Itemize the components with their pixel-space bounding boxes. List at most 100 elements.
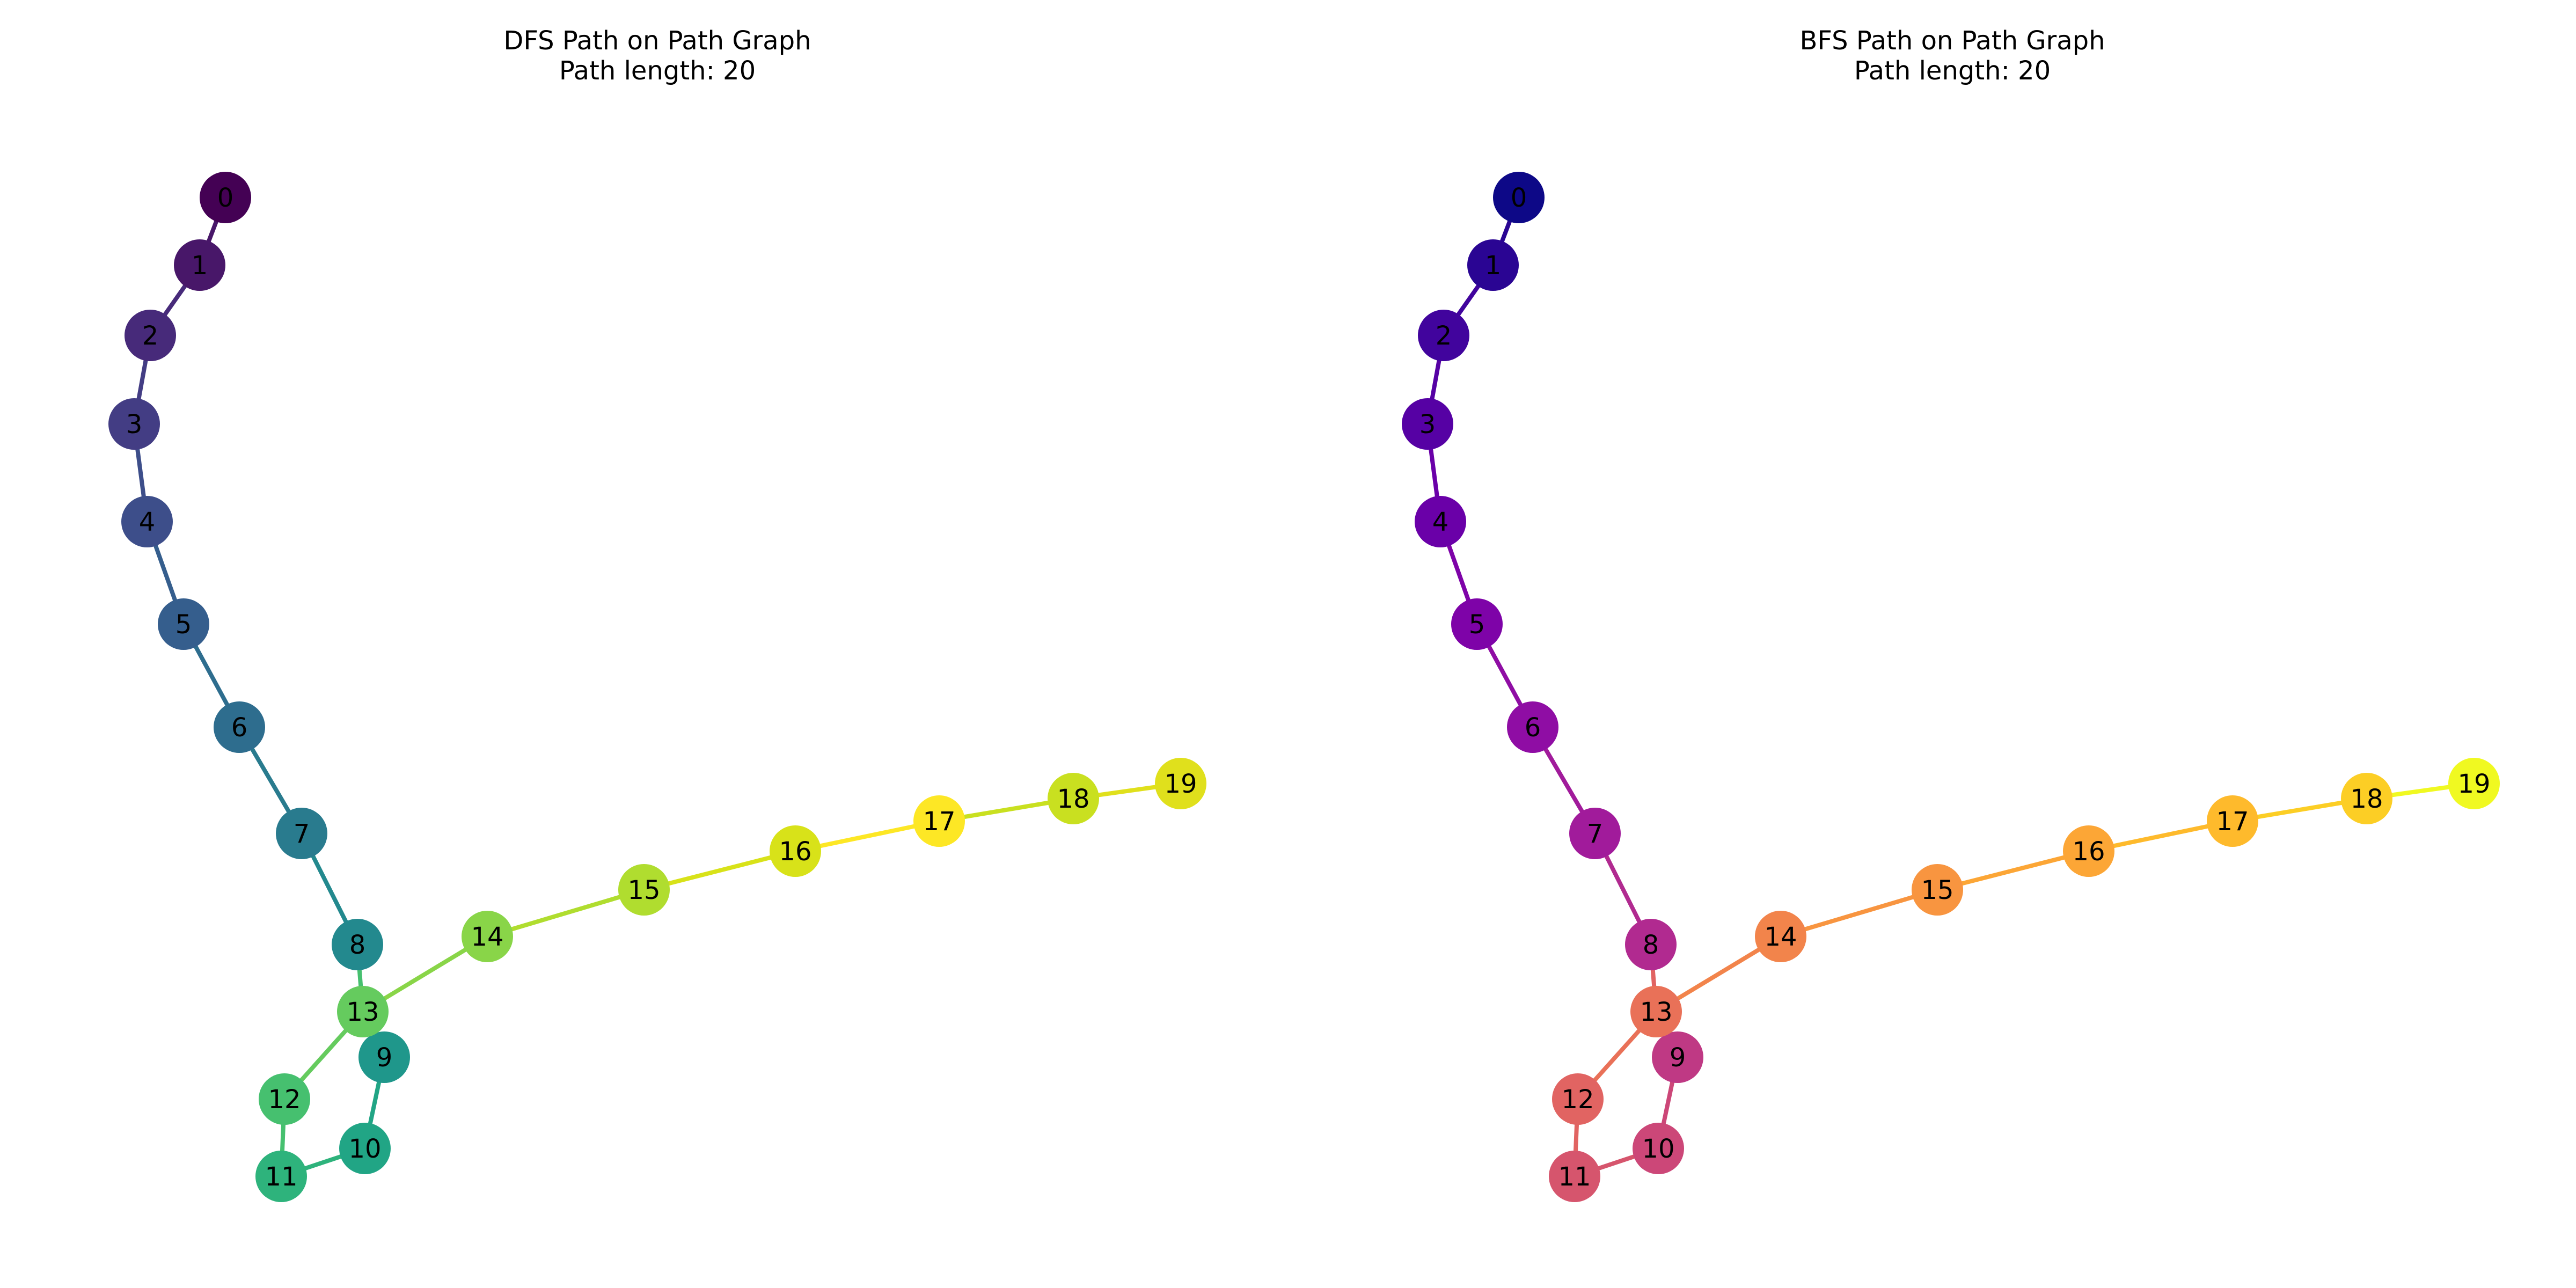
- bfs-node-circle: [2063, 825, 2114, 877]
- bfs-node-label: 17: [2216, 807, 2249, 837]
- bfs-node-1: 1: [1467, 239, 1519, 291]
- bfs-node-circle: [1552, 1073, 1604, 1125]
- dfs-node-circle: [1048, 773, 1099, 824]
- dfs-node-label: 13: [346, 997, 379, 1027]
- dfs-node-3: 3: [108, 398, 160, 450]
- dfs-node-circle: [332, 919, 383, 970]
- bfs-node-circle: [1569, 808, 1621, 859]
- bfs-node-8: 8: [1625, 919, 1677, 970]
- bfs-node-circle: [1418, 310, 1469, 361]
- bfs-panel: BFS Path on Path Graph Path length: 20 0…: [1402, 26, 2500, 1202]
- bfs-node-label: 19: [2457, 769, 2490, 799]
- bfs-node-15: 15: [1912, 864, 1963, 916]
- dfs-node-14: 14: [462, 911, 513, 962]
- dfs-node-label: 16: [779, 837, 811, 867]
- dfs-node-label: 15: [627, 875, 660, 905]
- bfs-node-label: 1: [1485, 251, 1502, 281]
- bfs-panel-title: BFS Path on Path Graph: [1799, 26, 2105, 56]
- dfs-node-0: 0: [200, 172, 251, 223]
- bfs-node-circle: [1415, 496, 1466, 547]
- bfs-node-7: 7: [1569, 808, 1621, 859]
- bfs-node-circle: [1633, 1123, 1684, 1174]
- bfs-node-circle: [1493, 172, 1545, 223]
- bfs-node-5: 5: [1451, 598, 1503, 650]
- dfs-node-16: 16: [770, 825, 821, 877]
- bfs-panel-subtitle: Path length: 20: [1854, 56, 2051, 86]
- dfs-node-11: 11: [255, 1151, 307, 1202]
- bfs-node-circle: [2341, 773, 2392, 824]
- dfs-node-9: 9: [358, 1031, 410, 1083]
- bfs-node-10: 10: [1633, 1123, 1684, 1174]
- dfs-node-label: 19: [1164, 769, 1197, 799]
- bfs-node-label: 6: [1525, 713, 1541, 743]
- dfs-node-15: 15: [618, 864, 670, 916]
- bfs-node-17: 17: [2207, 795, 2258, 847]
- dfs-node-label: 18: [1057, 784, 1089, 814]
- bfs-node-label: 9: [1670, 1043, 1686, 1073]
- dfs-panel-subtitle: Path length: 20: [559, 56, 756, 86]
- dfs-node-label: 2: [142, 321, 159, 351]
- bfs-node-label: 18: [2350, 784, 2383, 814]
- bfs-node-circle: [1912, 864, 1963, 916]
- dfs-node-1: 1: [174, 239, 225, 291]
- bfs-node-label: 5: [1469, 610, 1485, 640]
- bfs-node-19: 19: [2448, 758, 2500, 809]
- bfs-node-6: 6: [1507, 701, 1558, 753]
- bfs-node-circle: [2448, 758, 2500, 809]
- dfs-node-label: 11: [265, 1162, 297, 1192]
- bfs-node-4: 4: [1415, 496, 1466, 547]
- bfs-node-circle: [1755, 911, 1806, 962]
- dfs-node-19: 19: [1155, 758, 1206, 809]
- dfs-node-13: 13: [337, 986, 389, 1037]
- dfs-node-label: 17: [923, 807, 955, 837]
- bfs-edge-14-15: [1779, 888, 1940, 939]
- dfs-node-circle: [358, 1031, 410, 1083]
- dfs-edges: [132, 195, 1183, 1179]
- bfs-node-circle: [1652, 1031, 1703, 1083]
- dfs-node-label: 5: [175, 610, 192, 640]
- dfs-node-label: 4: [139, 507, 156, 537]
- dfs-node-12: 12: [259, 1073, 310, 1125]
- dfs-node-circle: [337, 986, 389, 1037]
- bfs-node-12: 12: [1552, 1073, 1604, 1125]
- dfs-node-label: 14: [471, 922, 503, 952]
- bfs-node-label: 4: [1432, 507, 1449, 537]
- dfs-edge-15-16: [642, 849, 797, 892]
- dfs-node-17: 17: [913, 795, 965, 847]
- bfs-edge-15-16: [1935, 849, 2091, 892]
- dfs-node-circle: [108, 398, 160, 450]
- bfs-node-label: 7: [1587, 819, 1604, 849]
- bfs-node-14: 14: [1755, 911, 1806, 962]
- dfs-node-circle: [462, 911, 513, 962]
- bfs-node-0: 0: [1493, 172, 1545, 223]
- bfs-node-circle: [1402, 398, 1453, 450]
- bfs-node-circle: [1507, 701, 1558, 753]
- dfs-node-label: 3: [126, 409, 143, 440]
- bfs-node-label: 3: [1419, 409, 1436, 440]
- dfs-node-circle: [125, 310, 176, 361]
- bfs-node-label: 10: [1642, 1134, 1674, 1164]
- dfs-node-18: 18: [1048, 773, 1099, 824]
- dfs-panel: DFS Path on Path Graph Path length: 20 0…: [108, 26, 1206, 1202]
- dfs-node-circle: [339, 1123, 391, 1174]
- dfs-node-label: 9: [376, 1043, 393, 1073]
- bfs-node-circle: [1467, 239, 1519, 291]
- dfs-node-10: 10: [339, 1123, 391, 1174]
- bfs-node-label: 16: [2072, 837, 2105, 867]
- dfs-node-circle: [1155, 758, 1206, 809]
- dfs-node-label: 1: [192, 251, 208, 281]
- bfs-node-circle: [2207, 795, 2258, 847]
- dfs-node-circle: [255, 1151, 307, 1202]
- bfs-edges: [1425, 195, 2476, 1179]
- dfs-node-circle: [214, 701, 265, 753]
- dfs-node-7: 7: [276, 808, 327, 859]
- dfs-node-4: 4: [121, 496, 173, 547]
- dfs-node-label: 8: [349, 930, 366, 960]
- dfs-node-label: 6: [231, 713, 248, 743]
- dfs-node-circle: [913, 795, 965, 847]
- dfs-node-circle: [259, 1073, 310, 1125]
- bfs-node-label: 14: [1764, 922, 1797, 952]
- bfs-node-11: 11: [1549, 1151, 1600, 1202]
- bfs-node-label: 0: [1511, 183, 1527, 213]
